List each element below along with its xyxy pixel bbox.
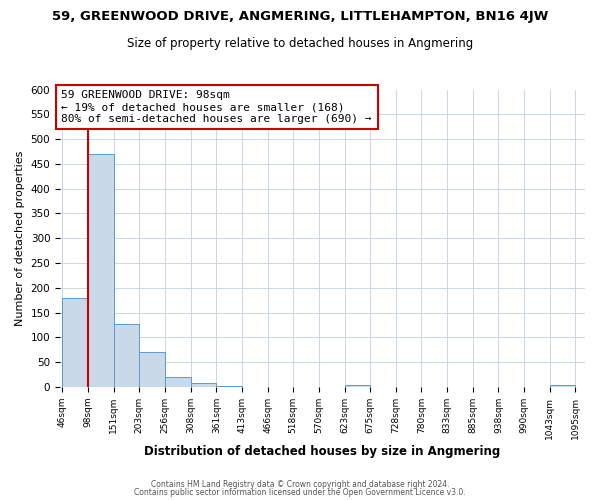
Bar: [550, 384, 575, 387]
Y-axis label: Number of detached properties: Number of detached properties: [15, 150, 25, 326]
Text: Size of property relative to detached houses in Angmering: Size of property relative to detached ho…: [127, 38, 473, 51]
Bar: [344, 384, 370, 387]
Bar: [114, 324, 139, 387]
Text: 59 GREENWOOD DRIVE: 98sqm
← 19% of detached houses are smaller (168)
80% of semi: 59 GREENWOOD DRIVE: 98sqm ← 19% of detac…: [61, 90, 372, 124]
Bar: [88, 154, 114, 387]
Bar: [191, 383, 217, 387]
X-axis label: Distribution of detached houses by size in Angmering: Distribution of detached houses by size …: [145, 444, 500, 458]
Text: 59, GREENWOOD DRIVE, ANGMERING, LITTLEHAMPTON, BN16 4JW: 59, GREENWOOD DRIVE, ANGMERING, LITTLEHA…: [52, 10, 548, 23]
Text: Contains HM Land Registry data © Crown copyright and database right 2024.: Contains HM Land Registry data © Crown c…: [151, 480, 449, 489]
Bar: [165, 377, 191, 387]
Bar: [62, 298, 88, 387]
Bar: [139, 352, 165, 387]
Bar: [217, 386, 242, 387]
Text: Contains public sector information licensed under the Open Government Licence v3: Contains public sector information licen…: [134, 488, 466, 497]
